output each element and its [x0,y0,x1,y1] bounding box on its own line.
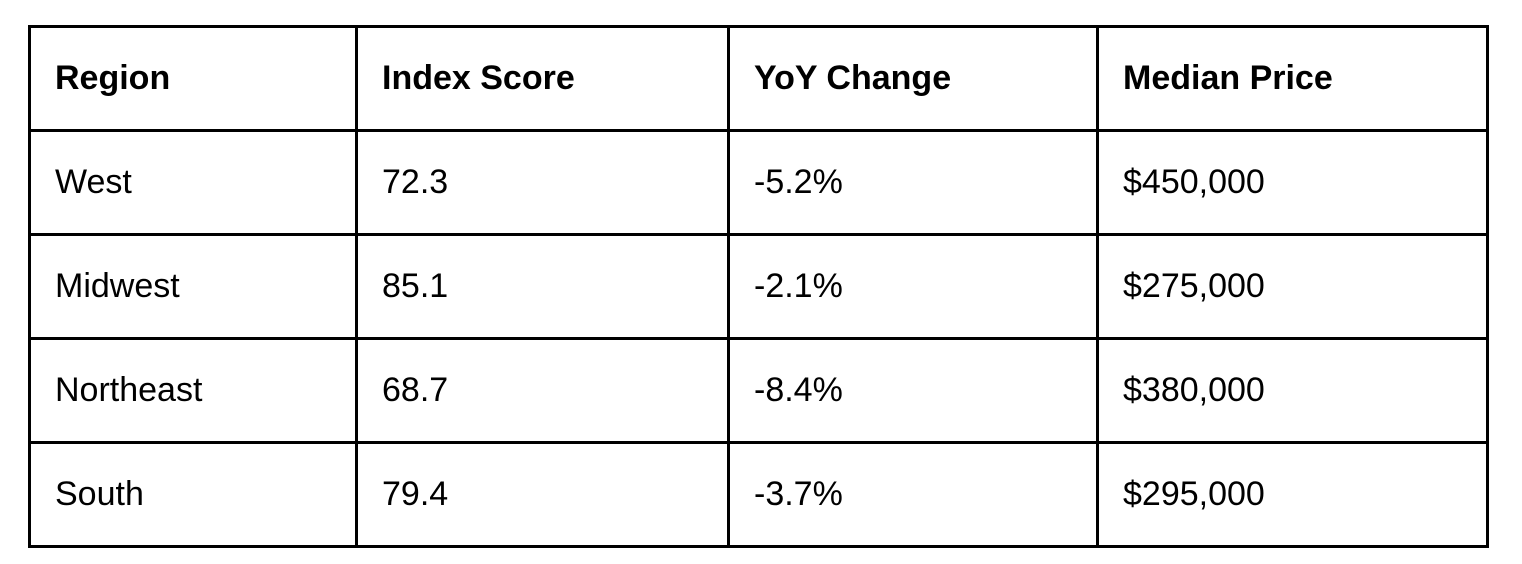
cell-median-price: $380,000 [1096,337,1489,444]
cell-region: Midwest [28,233,358,340]
table-row-west: West 72.3 -5.2% $450,000 [28,129,1489,236]
table-row-northeast: Northeast 68.7 -8.4% $380,000 [28,337,1489,444]
column-header-region: Region [28,25,358,132]
table-row-south: South 79.4 -3.7% $295,000 [28,441,1489,548]
cell-median-price: $275,000 [1096,233,1489,340]
column-header-yoy-change: YoY Change [727,25,1099,132]
cell-region: South [28,441,358,548]
cell-yoy-change: -2.1% [727,233,1099,340]
cell-yoy-change: -3.7% [727,441,1099,548]
cell-index-score: 72.3 [355,129,730,236]
cell-region: West [28,129,358,236]
regional-housing-table: Region Index Score YoY Change Median Pri… [28,25,1489,548]
table-header-row: Region Index Score YoY Change Median Pri… [28,25,1489,132]
cell-median-price: $295,000 [1096,441,1489,548]
cell-yoy-change: -5.2% [727,129,1099,236]
cell-yoy-change: -8.4% [727,337,1099,444]
table-row-midwest: Midwest 85.1 -2.1% $275,000 [28,233,1489,340]
cell-index-score: 68.7 [355,337,730,444]
cell-median-price: $450,000 [1096,129,1489,236]
cell-region: Northeast [28,337,358,444]
cell-index-score: 79.4 [355,441,730,548]
cell-index-score: 85.1 [355,233,730,340]
column-header-index-score: Index Score [355,25,730,132]
column-header-median-price: Median Price [1096,25,1489,132]
